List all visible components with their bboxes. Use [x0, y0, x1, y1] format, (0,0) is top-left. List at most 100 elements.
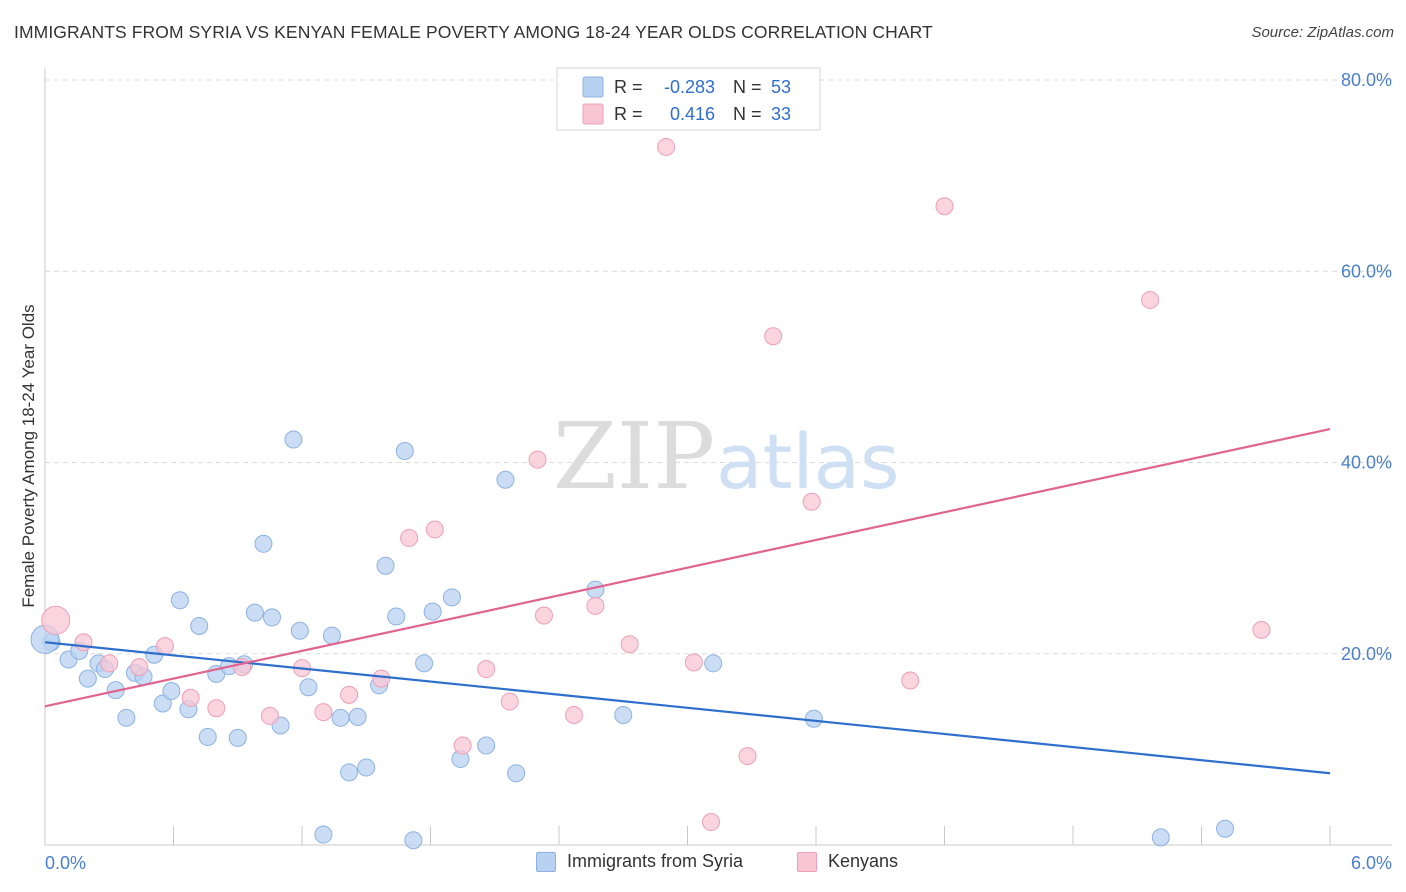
- legend-label-syria: Immigrants from Syria: [567, 851, 744, 871]
- kenya-point: [1252, 620, 1271, 639]
- legend-swatch-syria: [582, 76, 604, 98]
- x-tick-label: 0.0%: [45, 853, 86, 873]
- legend-r-value: 0.416: [670, 104, 715, 124]
- syria-point: [331, 708, 350, 727]
- legend-n-label: N =: [733, 77, 762, 97]
- syria-point: [387, 607, 406, 626]
- tick-labels: 20.0% 40.0% 60.0% 80.0% 0.0% 6.0%: [45, 70, 1392, 873]
- watermark-atlas: atlas: [716, 417, 900, 506]
- syria-point: [78, 669, 97, 688]
- syria-point: [1151, 828, 1170, 847]
- syria-point: [704, 654, 723, 673]
- kenya-point: [500, 692, 519, 711]
- kenya-point: [425, 520, 444, 539]
- legend-n-value: 53: [771, 77, 791, 97]
- y-tick-label: 20.0%: [1341, 644, 1392, 664]
- syria-point: [496, 470, 515, 489]
- y-tick-label: 80.0%: [1341, 70, 1392, 90]
- syria-point: [507, 764, 526, 783]
- y-tick-label: 60.0%: [1341, 261, 1392, 281]
- syria-point: [245, 603, 264, 622]
- kenya-point: [764, 327, 783, 346]
- syria-point: [340, 763, 359, 782]
- syria-point: [228, 728, 247, 747]
- kenya-point: [314, 703, 333, 722]
- data-points: [30, 137, 1271, 850]
- syria-point: [117, 708, 136, 727]
- kenya-point: [130, 658, 149, 677]
- watermark-zip: ZIP: [553, 403, 715, 510]
- kenya-point: [620, 635, 639, 654]
- bottom-legend: Immigrants from Syria Kenyans: [0, 851, 1406, 879]
- legend-swatch-kenya: [582, 103, 604, 125]
- kenya-point: [372, 669, 391, 688]
- syria-point: [415, 654, 434, 673]
- kenya-point: [738, 747, 757, 766]
- legend-r-label: R =: [614, 77, 643, 97]
- x-tick-label: 6.0%: [1351, 853, 1392, 873]
- kenya-point: [340, 685, 359, 704]
- syria-point: [404, 831, 423, 850]
- kenya-point: [564, 705, 583, 724]
- syria-point: [170, 591, 189, 610]
- legend-label-kenya: Kenyans: [828, 851, 899, 871]
- syria-point: [1216, 819, 1235, 838]
- syria-point: [290, 621, 309, 640]
- kenya-point: [802, 492, 821, 511]
- kenya-point: [657, 137, 676, 156]
- kenya-point: [260, 706, 279, 725]
- syria-point: [299, 678, 318, 697]
- kenya-point: [935, 197, 954, 216]
- kenya-point: [453, 736, 472, 755]
- kenya-point: [684, 653, 703, 672]
- stats-legend: R = -0.283 N = 53 R = 0.416 N = 33: [556, 67, 821, 131]
- syria-point: [162, 682, 181, 701]
- legend-n-label: N =: [733, 104, 762, 124]
- syria-point: [804, 709, 823, 728]
- legend-r-label: R =: [614, 104, 643, 124]
- bottom-legend-item-kenya: Kenyans: [797, 851, 898, 872]
- kenya-point: [181, 688, 200, 707]
- syria-trend-line: [44, 641, 1331, 775]
- syria-point: [190, 617, 209, 636]
- kenya-point: [155, 637, 174, 656]
- kenya-point: [1141, 290, 1160, 309]
- kenya-point: [535, 606, 554, 625]
- kenya-point: [702, 813, 721, 832]
- kenya-trend-line: [44, 427, 1331, 708]
- syria-point: [357, 758, 376, 777]
- y-axis-label: Female Poverty Among 18-24 Year Olds: [19, 304, 38, 607]
- syria-point: [322, 626, 341, 645]
- legend-r-value: -0.283: [664, 77, 715, 97]
- kenya-point: [586, 596, 605, 615]
- bottom-legend-item-syria: Immigrants from Syria: [536, 851, 743, 872]
- syria-point: [477, 736, 496, 755]
- legend-swatch-syria: [536, 851, 556, 872]
- kenya-point: [400, 529, 419, 548]
- syria-point: [614, 705, 633, 724]
- syria-point: [376, 556, 395, 575]
- syria-point: [423, 602, 442, 621]
- source-label: Source: ZipAtlas.com: [1251, 24, 1394, 41]
- kenya-point: [100, 654, 119, 673]
- kenya-point: [207, 699, 226, 718]
- syria-point: [254, 534, 273, 553]
- kenya-point: [477, 660, 496, 679]
- kenya-point: [901, 671, 920, 690]
- syria-point: [153, 694, 172, 713]
- grid-lines: [45, 79, 1392, 655]
- legend-swatch-kenya: [797, 851, 817, 872]
- kenya-point: [41, 605, 71, 635]
- syria-point: [284, 430, 303, 449]
- y-tick-label: 40.0%: [1341, 453, 1392, 473]
- syria-point: [263, 608, 282, 627]
- syria-point: [348, 707, 367, 726]
- syria-point: [198, 727, 217, 746]
- kenya-point: [528, 450, 547, 469]
- chart-title: IMMIGRANTS FROM SYRIA VS KENYAN FEMALE P…: [14, 22, 933, 42]
- legend-n-value: 33: [771, 104, 791, 124]
- watermark: ZIP atlas: [553, 403, 900, 510]
- syria-point: [442, 588, 461, 607]
- syria-point: [395, 442, 414, 461]
